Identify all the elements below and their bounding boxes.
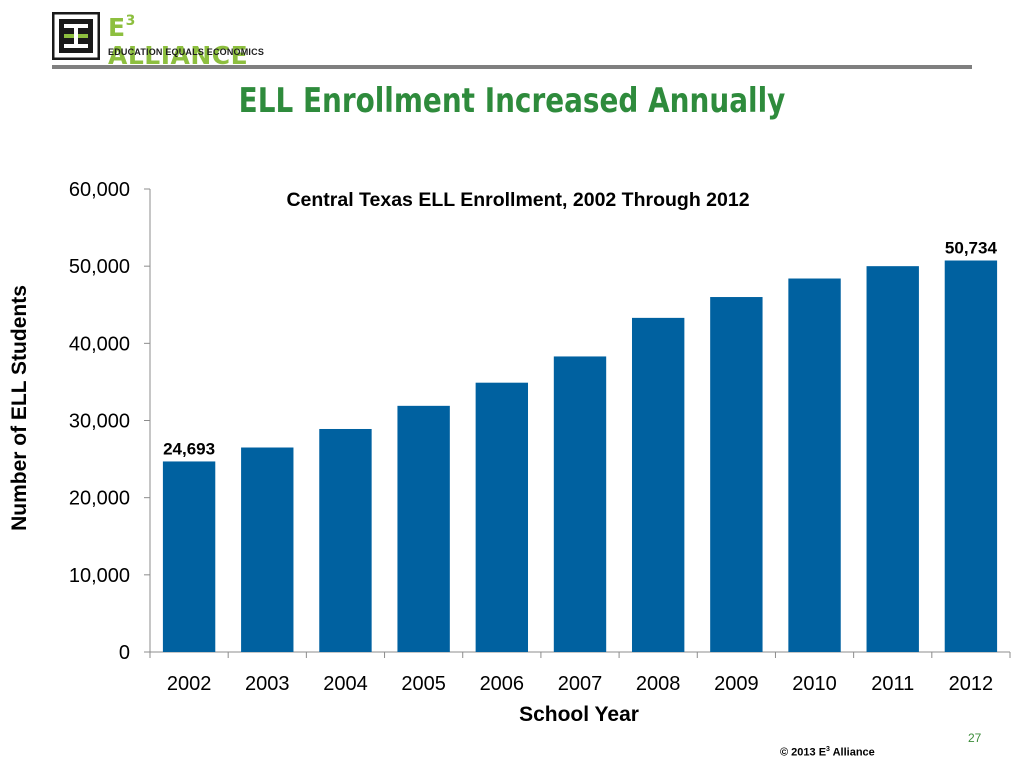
y-tick-label: 20,000 [69, 488, 130, 510]
bar-2010 [788, 278, 841, 652]
bar-2007 [553, 356, 607, 652]
y-tick-label: 10,000 [69, 565, 130, 587]
chart-title: Central Texas ELL Enrollment, 2002 Throu… [286, 189, 750, 211]
x-tick-label: 2012 [949, 673, 994, 695]
header-divider [52, 65, 972, 69]
x-tick-label: 2008 [636, 673, 681, 695]
x-tick-label: 2010 [792, 673, 837, 695]
bar-2008 [631, 317, 685, 652]
x-tick-label: 2007 [558, 673, 603, 695]
logo-wordmark: E3 ALLIANCE [108, 13, 249, 70]
data-label: 24,693 [163, 439, 215, 458]
page-number: 27 [968, 731, 982, 745]
e3-logo-mark-icon [52, 12, 100, 60]
bar-2012 [944, 260, 998, 652]
y-tick-label: 0 [119, 642, 130, 664]
data-label: 50,734 [945, 239, 998, 258]
y-tick-label: 60,000 [69, 179, 130, 201]
x-axis-label: School Year [519, 703, 639, 726]
y-axis-label: Number of ELL Students [8, 285, 31, 531]
y-tick-label: 50,000 [69, 256, 130, 278]
x-tick-label: 2004 [323, 673, 368, 695]
copyright-notice: © 2013 E3 Alliance [780, 746, 875, 759]
x-tick-label: 2005 [401, 673, 446, 695]
bar-2003 [241, 447, 294, 652]
page-title: ELL Enrollment Increased Annually [238, 81, 786, 121]
y-tick-label: 40,000 [69, 333, 130, 355]
bar-2005 [397, 405, 450, 652]
logo-tagline: EDUCATION EQUALS ECONOMICS [108, 47, 265, 57]
bar-2002 [162, 461, 216, 652]
bar-2009 [710, 297, 763, 652]
bar-2006 [475, 382, 529, 652]
x-tick-label: 2009 [714, 673, 759, 695]
bar-2011 [866, 266, 919, 652]
e3-alliance-logo: E3 ALLIANCE EDUCATION EQUALS ECONOMICS [52, 12, 264, 70]
y-tick-label: 30,000 [69, 411, 130, 433]
bar-2004 [319, 428, 372, 652]
x-tick-label: 2003 [245, 673, 290, 695]
x-tick-label: 2011 [871, 673, 914, 695]
x-tick-label: 2002 [167, 673, 212, 695]
x-tick-label: 2006 [480, 673, 525, 695]
